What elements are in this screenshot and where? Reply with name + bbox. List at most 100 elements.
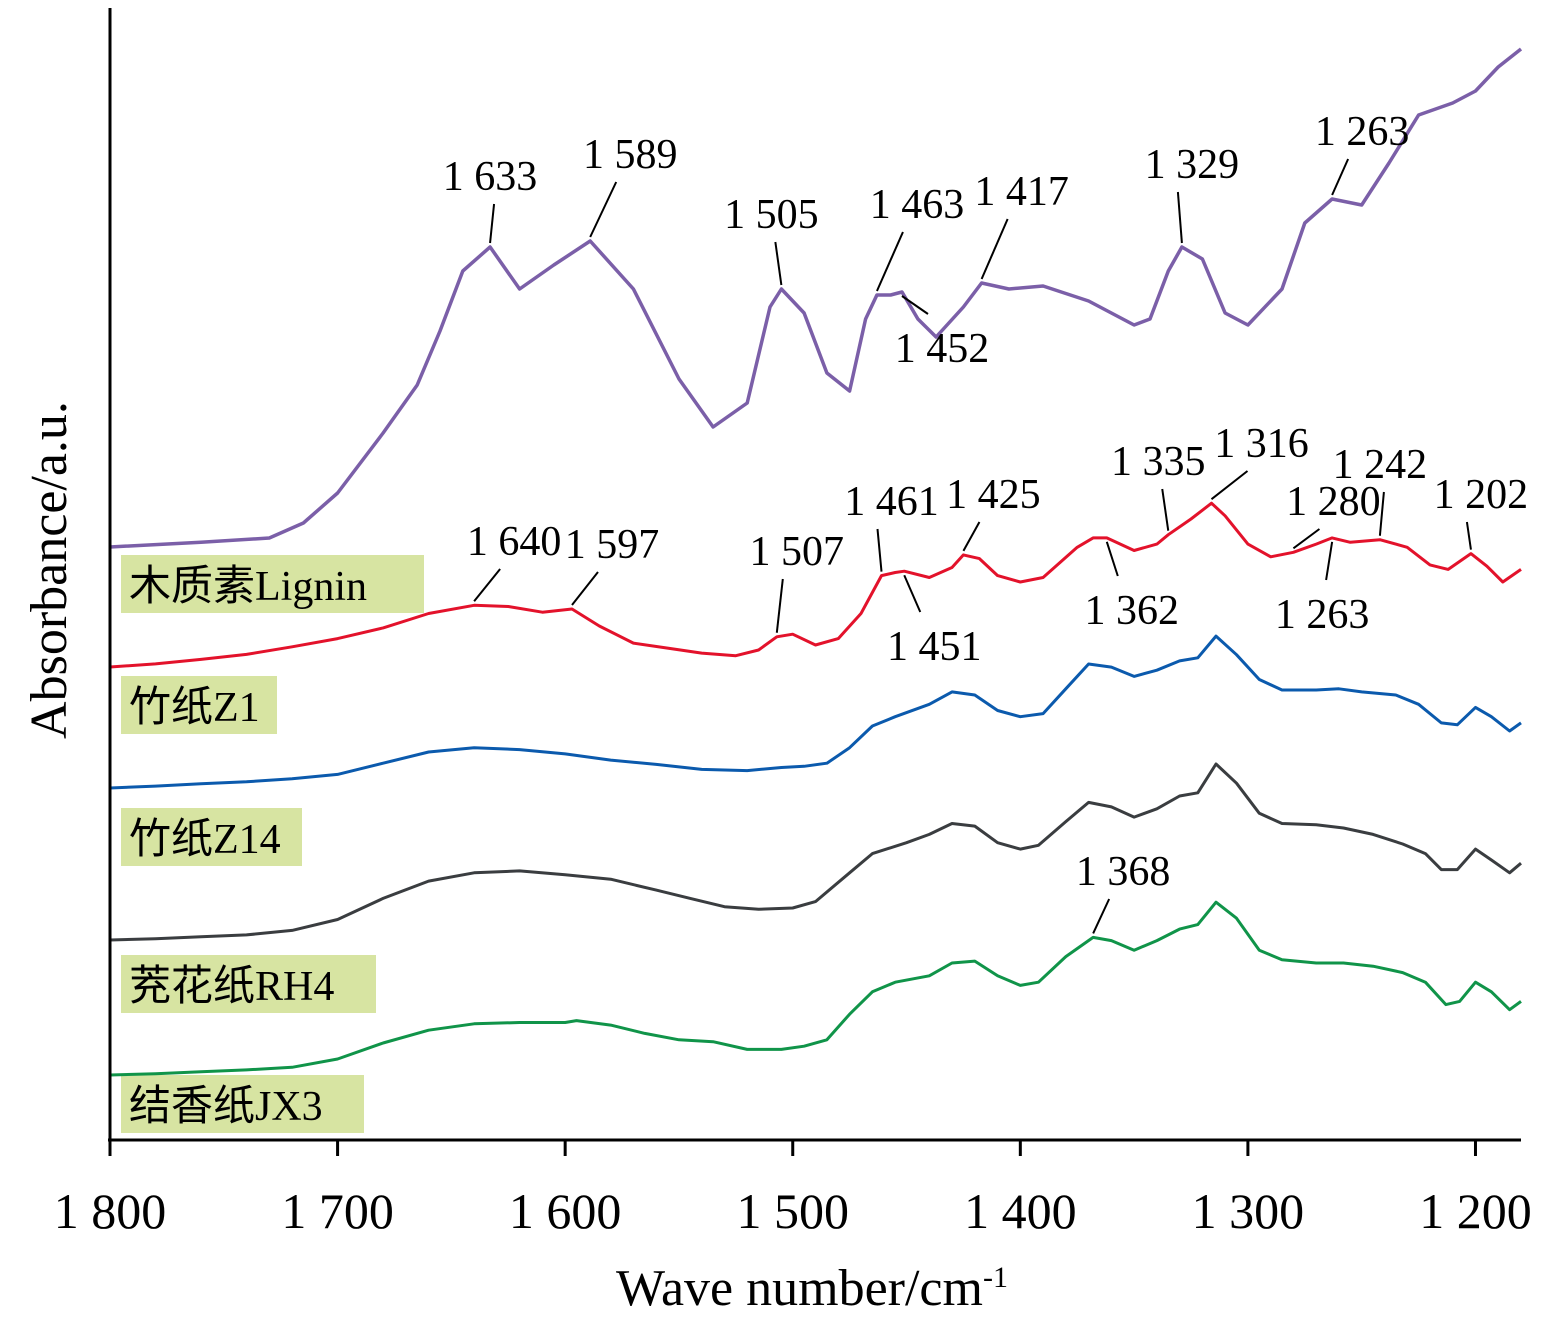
x-tick-label: 1 200 — [1419, 1183, 1532, 1239]
peak-annotation: 1 335 — [1111, 439, 1206, 531]
x-tick-label: 1 400 — [964, 1183, 1077, 1239]
peak-annotation: 1 633 — [443, 154, 538, 244]
peak-label: 1 633 — [443, 154, 538, 200]
series-line — [109, 900, 1522, 1077]
peak-label: 1 640 — [467, 519, 562, 565]
peak-label: 1 329 — [1145, 142, 1240, 188]
peak-label: 1 263 — [1315, 109, 1410, 155]
peak-leader-line — [1378, 491, 1385, 536]
y-axis-title: Absorbance/a.u. — [21, 401, 78, 739]
sample-label: 结香纸JX3 — [121, 1075, 364, 1133]
peak-leader-line — [980, 218, 1009, 280]
sample-labels: 木质素Lignin 竹纸Z1 竹纸Z14 茺花纸RH4 结香纸JX3 — [121, 555, 424, 1133]
peak-annotation: 1 202 — [1434, 472, 1529, 550]
peak-annotation: 1 242 — [1333, 442, 1428, 536]
sample-label-text: 木质素Lignin — [129, 564, 367, 610]
sample-label-box — [121, 808, 302, 866]
peak-label: 1 452 — [895, 326, 990, 372]
peak-leader-line — [1176, 191, 1183, 244]
sample-label: 竹纸Z14 — [121, 808, 302, 866]
peak-annotation: 1 417 — [974, 169, 1069, 280]
peak-leader-line — [903, 574, 922, 613]
peak-leader-line — [571, 571, 599, 606]
peak-label: 1 202 — [1434, 472, 1529, 518]
peak-leader-line — [489, 203, 496, 244]
peak-label: 1 263 — [1275, 592, 1370, 638]
peak-annotation: 1 451 — [887, 574, 982, 670]
peak-label: 1 597 — [565, 522, 660, 568]
peak-annotation: 1 329 — [1145, 142, 1240, 244]
peak-leader-line — [876, 528, 883, 572]
peak-annotation: 1 452 — [895, 295, 990, 372]
sample-label-text: 茺花纸RH4 — [129, 964, 334, 1010]
sample-label: 茺花纸RH4 — [121, 955, 376, 1013]
x-tick-label: 1 300 — [1192, 1183, 1305, 1239]
peak-annotation: 1 589 — [583, 132, 678, 238]
sample-label-text: 竹纸Z1 — [129, 685, 260, 731]
peak-label: 1 417 — [974, 169, 1069, 215]
sample-label-text: 竹纸Z14 — [129, 817, 281, 863]
x-tick-label: 1 800 — [54, 1183, 167, 1239]
peak-label: 1 242 — [1333, 442, 1428, 488]
peak-leader-line — [473, 568, 501, 602]
series-lines — [109, 47, 1523, 1077]
sample-label-text: 结香纸JX3 — [129, 1084, 323, 1130]
peak-label: 1 280 — [1286, 479, 1381, 525]
series-line — [109, 634, 1522, 790]
sample-label: 木质素Lignin — [121, 555, 424, 613]
peak-label: 1 463 — [870, 182, 965, 228]
peak-label: 1 589 — [583, 132, 678, 178]
peak-annotation: 1 640 — [467, 519, 562, 602]
series-line — [109, 47, 1523, 549]
peak-annotation: 1 263 — [1315, 109, 1410, 196]
peak-annotation: 1 461 — [844, 479, 939, 572]
peak-leader-line — [1292, 528, 1321, 550]
peak-leader-line — [589, 181, 618, 238]
peak-leader-line — [901, 295, 929, 315]
peak-annotation: 1 425 — [946, 472, 1041, 552]
peak-leader-line — [962, 521, 981, 552]
sample-label-box — [121, 1075, 364, 1133]
peak-leader-line — [1105, 541, 1119, 577]
peak-leader-line — [774, 241, 783, 286]
peak-annotation: 1 316 — [1210, 421, 1309, 500]
axes: 1 800 1 700 1 600 1 500 1 400 1 300 1 200 — [54, 8, 1532, 1239]
peak-annotation: 1 280 — [1286, 479, 1381, 550]
x-tick-label: 1 500 — [736, 1183, 849, 1239]
peak-leader-line — [1465, 521, 1472, 550]
peak-annotations: 1 633 1 589 1 505 1 463 1 417 1 329 1 263 1 452… — [443, 109, 1529, 934]
peak-leader-line — [1161, 488, 1170, 531]
peak-label: 1 425 — [946, 472, 1041, 518]
peak-annotation: 1 507 — [750, 529, 845, 633]
peak-label: 1 316 — [1214, 421, 1309, 467]
series-line — [109, 762, 1522, 942]
peak-annotation: 1 362 — [1085, 541, 1180, 634]
sample-label-box — [121, 955, 376, 1013]
sample-label-box — [121, 676, 277, 734]
peak-label: 1 362 — [1085, 588, 1180, 634]
peak-annotation: 1 463 — [870, 182, 965, 292]
peak-leader-line — [876, 231, 904, 292]
peak-annotation: 1 597 — [565, 522, 660, 606]
x-tick-label: 1 600 — [509, 1183, 622, 1239]
peak-annotation: 1 368 — [1076, 849, 1170, 934]
peak-label: 1 505 — [724, 192, 819, 238]
series-line — [109, 501, 1522, 669]
peak-leader-line — [1331, 158, 1350, 196]
peak-leader-line — [1325, 541, 1334, 581]
sample-label-box — [121, 555, 424, 613]
peak-leader-line — [775, 578, 784, 633]
peak-label: 1 461 — [844, 479, 939, 525]
peak-label: 1 335 — [1111, 439, 1206, 485]
x-axis-title: Wave number/cm-1 — [616, 1260, 1008, 1317]
peak-label: 1 451 — [887, 624, 982, 670]
peak-annotation: 1 505 — [724, 192, 819, 286]
x-ticks: 1 800 1 700 1 600 1 500 1 400 1 300 1 200 — [54, 1140, 1532, 1239]
peak-annotation: 1 263 — [1275, 541, 1370, 638]
peak-label: 1 507 — [750, 529, 845, 575]
sample-label: 竹纸Z1 — [121, 676, 277, 734]
peak-leader-line — [1092, 898, 1111, 934]
x-tick-label: 1 700 — [281, 1183, 394, 1239]
peak-leader-line — [1210, 470, 1249, 500]
